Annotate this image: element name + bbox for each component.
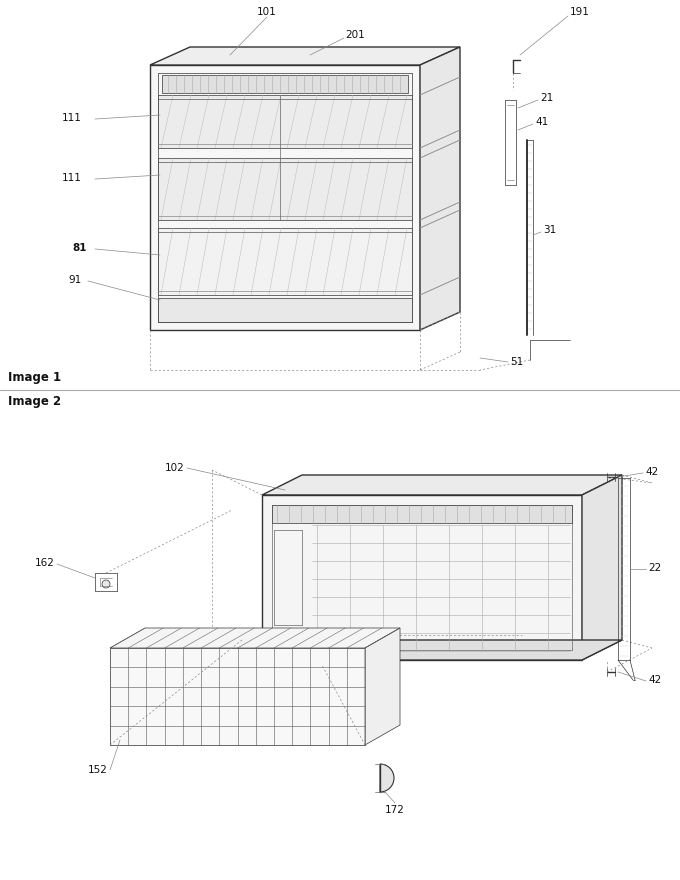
Polygon shape — [158, 95, 412, 148]
Text: 101: 101 — [257, 7, 277, 17]
Text: 22: 22 — [648, 563, 661, 573]
Polygon shape — [420, 47, 460, 330]
Polygon shape — [262, 495, 582, 660]
Polygon shape — [158, 298, 412, 322]
Text: 111: 111 — [62, 113, 82, 123]
Circle shape — [102, 580, 110, 588]
Polygon shape — [272, 505, 572, 523]
Text: 41: 41 — [535, 117, 548, 127]
Text: 152: 152 — [88, 765, 108, 775]
Polygon shape — [110, 628, 400, 648]
Polygon shape — [262, 640, 622, 660]
Polygon shape — [262, 475, 622, 495]
Text: Image 2: Image 2 — [8, 395, 61, 408]
Text: Image 1: Image 1 — [8, 371, 61, 385]
Text: 172: 172 — [385, 805, 405, 815]
Polygon shape — [110, 648, 365, 745]
Text: 21: 21 — [540, 93, 554, 103]
Text: 191: 191 — [570, 7, 590, 17]
Text: 102: 102 — [165, 463, 185, 473]
Polygon shape — [162, 75, 408, 93]
Text: 42: 42 — [648, 675, 661, 685]
Text: 81: 81 — [72, 243, 86, 253]
Text: 162: 162 — [35, 558, 55, 568]
Polygon shape — [150, 65, 420, 330]
Polygon shape — [582, 475, 622, 660]
Polygon shape — [150, 47, 460, 65]
Text: 91: 91 — [68, 275, 81, 285]
Text: 42: 42 — [645, 467, 658, 477]
Polygon shape — [158, 228, 412, 295]
Text: 201: 201 — [345, 30, 364, 40]
Text: 31: 31 — [543, 225, 556, 235]
Text: 111: 111 — [62, 173, 82, 183]
Wedge shape — [380, 764, 394, 792]
Text: 51: 51 — [510, 357, 523, 367]
Polygon shape — [158, 158, 412, 220]
Polygon shape — [365, 628, 400, 745]
